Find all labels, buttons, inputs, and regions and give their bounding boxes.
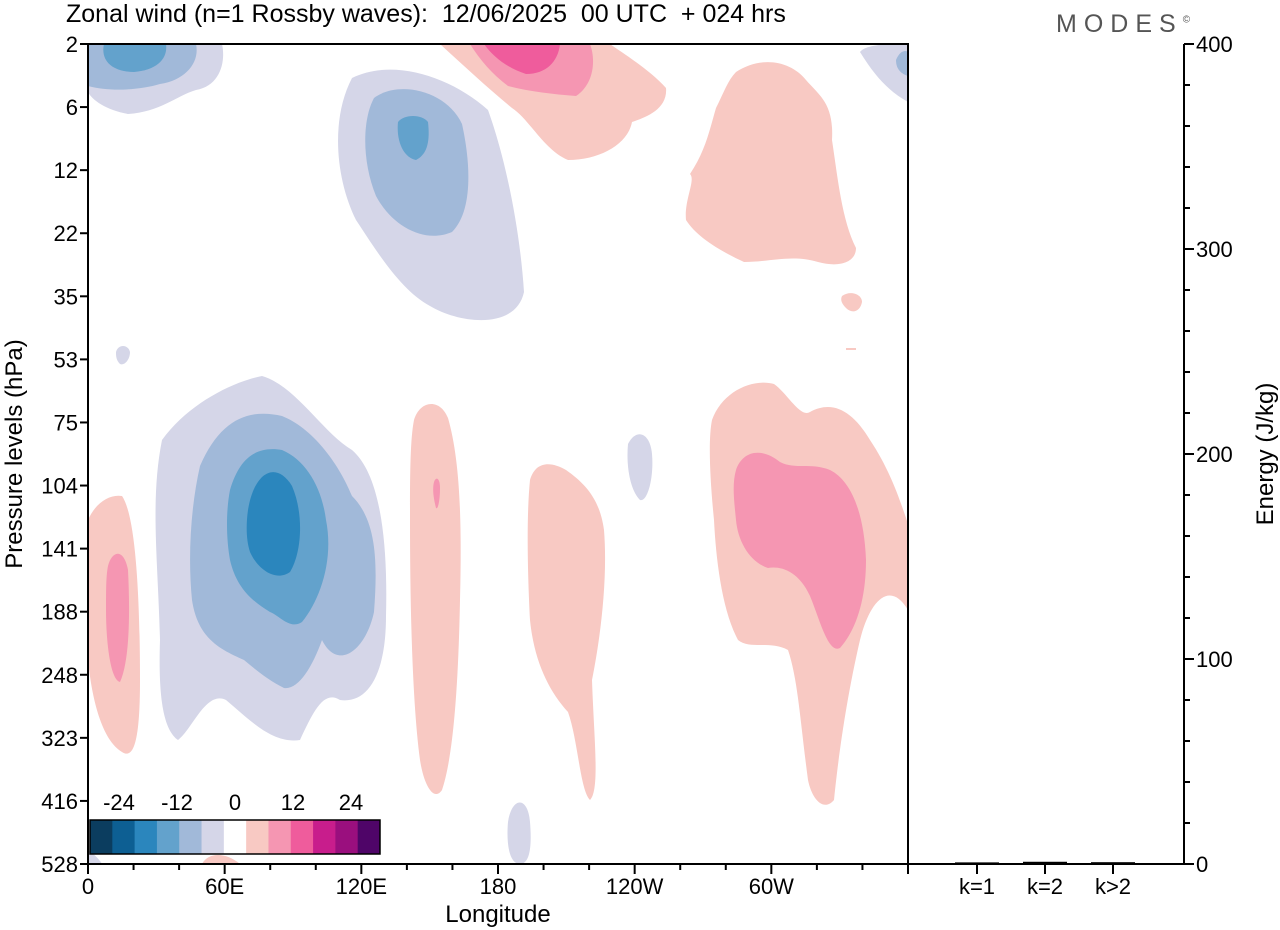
pressure-tick-label: 53 (54, 347, 78, 372)
contour-fills (88, 44, 908, 864)
energy-bar (1091, 862, 1135, 865)
pressure-tick-label: 2 (66, 32, 78, 57)
brand-mark: © (1182, 14, 1191, 26)
colorbar-swatch (134, 820, 158, 854)
y-axis-title: Pressure levels (hPa) (1, 339, 28, 568)
contour-pos-small-53 (846, 348, 856, 350)
contour-pos-left-2 (106, 553, 130, 682)
pressure-axis: 2 6 12 22 35 53 75 104 141 188 248 323 416 528 (41, 32, 88, 877)
colorbar-label: -12 (161, 790, 193, 815)
longitude-tick-label: 120W (606, 874, 664, 899)
contour-pos-strat-3 (484, 44, 560, 74)
longitude-tick-label: 180 (480, 874, 517, 899)
pressure-tick-label: 104 (41, 474, 78, 499)
pressure-tick-label: 12 (54, 158, 78, 183)
contour-neg-strat-2 (365, 89, 469, 236)
energy-category-label: k=2 (1027, 874, 1063, 899)
contour-neg-small-104 (627, 434, 653, 501)
energy-bar (1023, 861, 1067, 864)
contour-pos-60w-trop-2 (733, 452, 866, 649)
contour-pos-153-1 (410, 403, 461, 795)
longitude-tick-label: 60W (749, 874, 794, 899)
pressure-tick-label: 35 (54, 284, 78, 309)
colorbar-label: 24 (339, 790, 363, 815)
contour-pos-208 (527, 464, 606, 800)
pressure-tick-label: 323 (41, 726, 78, 751)
colorbar-swatch (313, 820, 336, 854)
longitude-tick-label: 0 (82, 874, 94, 899)
colorbar-label: 0 (229, 790, 241, 815)
colorbar-swatch (290, 820, 314, 854)
colorbar-swatch (357, 820, 381, 854)
energy-categories: k=1 k=2 k>2 (959, 864, 1131, 899)
pressure-tick-label: 141 (41, 537, 78, 562)
pressure-tick-label: 75 (54, 410, 78, 435)
energy-axis-title: Energy (J/kg) (1252, 383, 1279, 526)
contour-neg-topright-2 (896, 50, 908, 76)
pressure-tick-label: 528 (41, 852, 78, 877)
pressure-tick-label: 248 (41, 663, 78, 688)
colorbar-swatch (156, 820, 180, 854)
longitude-axis: 0 60E 120E 180 120W 60W (82, 864, 909, 899)
contour-neg-main-4 (246, 472, 301, 576)
energy-category-label: k>2 (1095, 874, 1131, 899)
pressure-tick-label: 22 (54, 221, 78, 246)
colorbar (89, 819, 381, 855)
energy-tick-label: 400 (1196, 32, 1233, 57)
longitude-tick-label: 120E (336, 874, 387, 899)
energy-category-label: k=1 (959, 874, 995, 899)
contour-neg-small-53 (116, 346, 130, 365)
colorbar-swatch (179, 820, 203, 854)
brand-text: MODES (1056, 10, 1183, 38)
x-axis-title: Longitude (445, 901, 550, 928)
energy-bars (955, 861, 1135, 865)
contour-pos-bottom-left (202, 855, 240, 864)
contour-neg-small-bottom (507, 802, 531, 864)
page-title: Zonal wind (n=1 Rossby waves): 12/06/202… (66, 0, 786, 28)
colorbar-labels: -24 -12 0 12 24 (103, 790, 363, 815)
contour-neg-strat-3 (397, 116, 429, 160)
colorbar-swatch (112, 820, 136, 854)
contour-neg-topleft-3 (103, 44, 167, 72)
modes-logo: MODES© (1056, 10, 1190, 39)
colorbar-swatch (223, 820, 247, 854)
colorbar-swatch (335, 820, 359, 854)
contour-neg-topright-1 (860, 44, 908, 102)
colorbar-swatch (268, 820, 292, 854)
energy-tick-label: 200 (1196, 442, 1233, 467)
contour-pos-153-2 (433, 478, 440, 509)
energy-bar (955, 862, 999, 865)
colorbar-swatch (90, 820, 113, 854)
colorbar-swatch (201, 820, 225, 854)
colorbar-label: 12 (281, 790, 305, 815)
colorbar-frame (89, 819, 381, 855)
pressure-tick-label: 188 (41, 600, 78, 625)
contour-pos-60w-strat (685, 62, 856, 265)
contour-pos-small-35 (841, 293, 862, 312)
longitude-tick-label: 60E (205, 874, 244, 899)
pressure-tick-label: 416 (41, 789, 78, 814)
energy-tick-label: 300 (1196, 237, 1233, 262)
energy-axis: 0 100 200 300 400 (1184, 32, 1233, 877)
energy-tick-label: 100 (1196, 647, 1233, 672)
colorbar-swatch (246, 820, 269, 854)
energy-tick-label: 0 (1196, 852, 1208, 877)
colorbar-label: -24 (103, 790, 135, 815)
pressure-tick-label: 6 (66, 95, 78, 120)
